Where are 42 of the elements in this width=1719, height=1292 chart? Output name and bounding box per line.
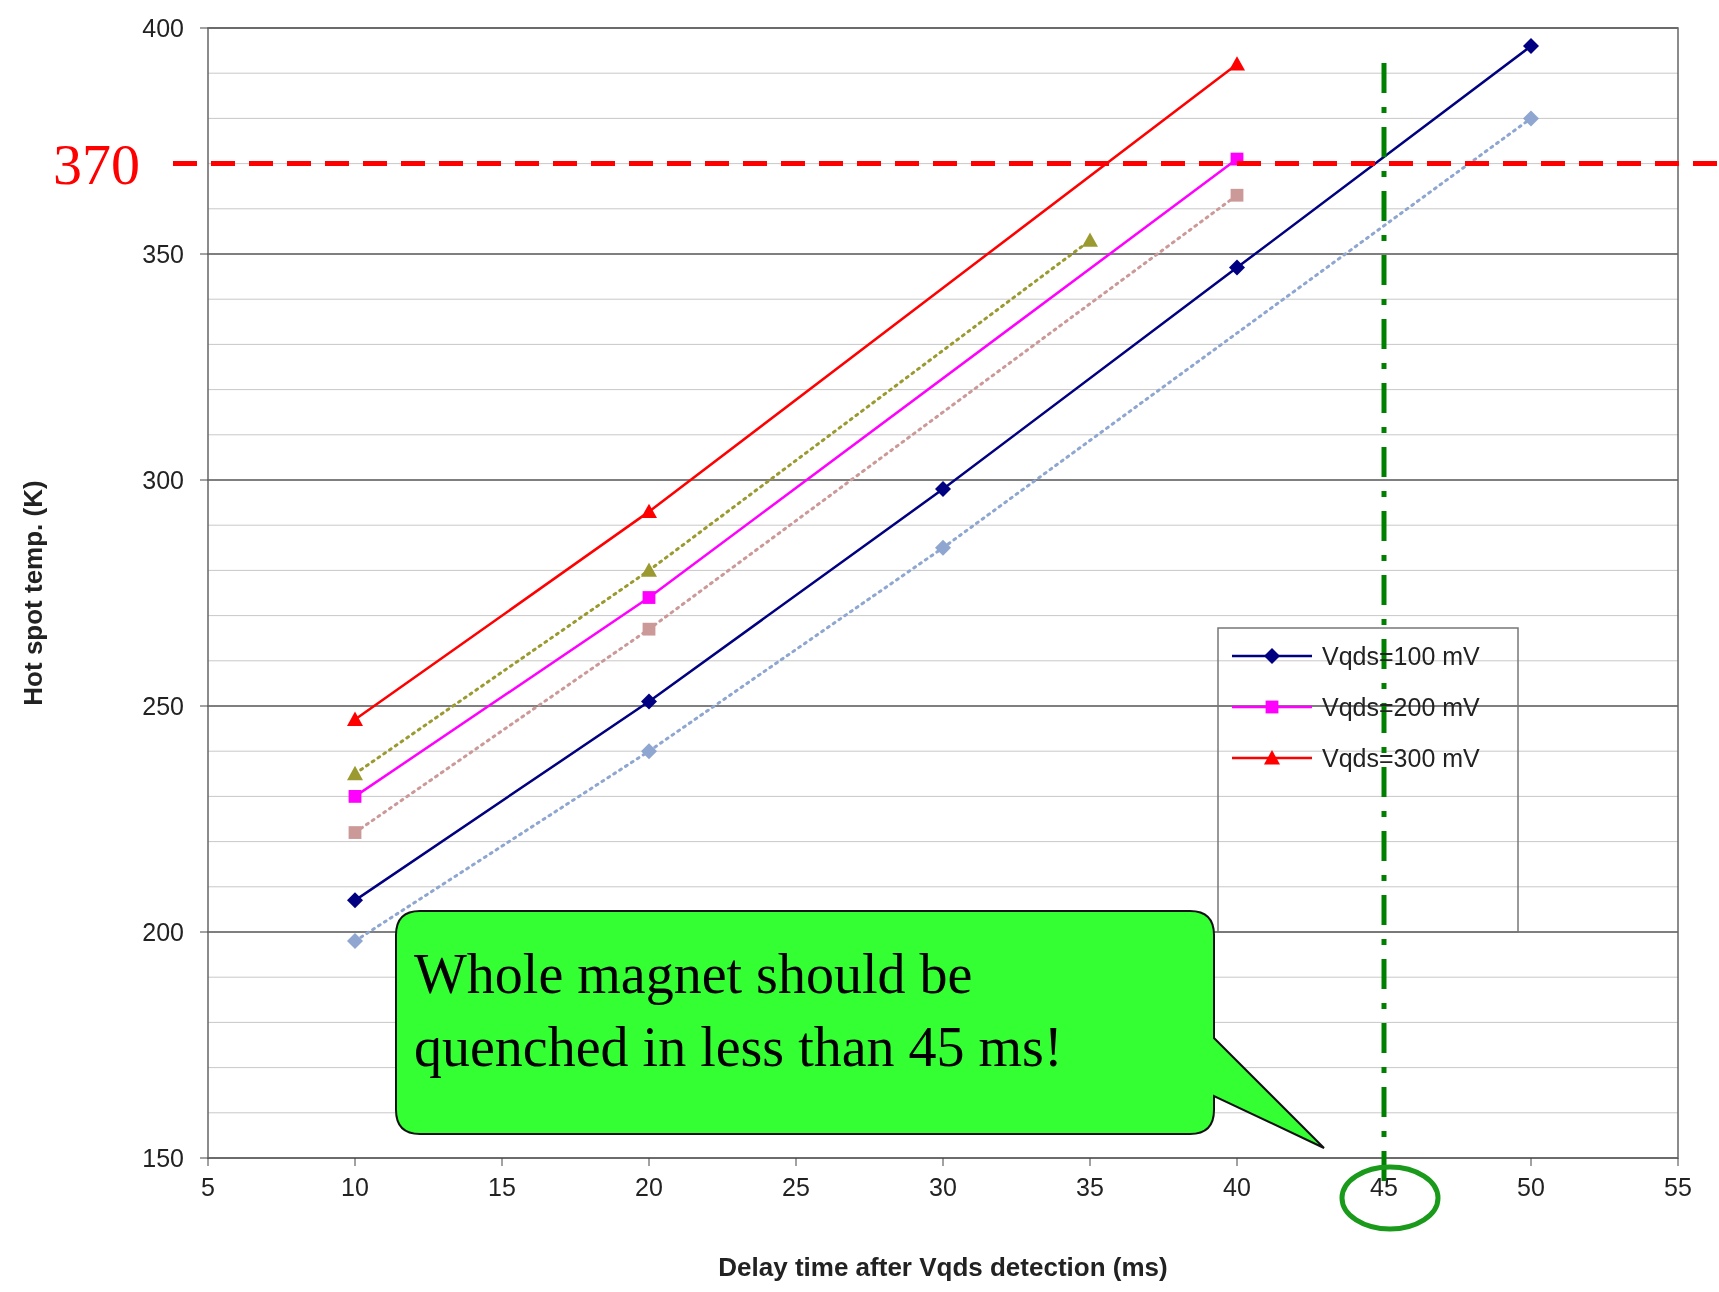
point <box>1230 188 1244 202</box>
x-tick-label: 5 <box>201 1173 215 1201</box>
annotation: Whole magnet should be quenched in less than 45 ms! <box>414 943 1063 1078</box>
x-tick-label: 45 <box>1370 1173 1398 1201</box>
x-tick-label: 25 <box>782 1173 810 1201</box>
x-tick-label: 10 <box>341 1173 369 1201</box>
point <box>642 591 656 604</box>
point <box>348 826 362 839</box>
point <box>348 790 362 803</box>
y-tick-label: 400 <box>142 14 184 42</box>
point <box>1523 38 1539 55</box>
point <box>1523 110 1539 127</box>
y-tick-label: 200 <box>142 918 184 946</box>
x-axis-title: Delay time after Vqds detection (ms) <box>718 1252 1168 1282</box>
x-tick-label: 35 <box>1076 1173 1104 1201</box>
point <box>1229 56 1245 71</box>
point <box>935 481 951 498</box>
y-tick-label: 150 <box>142 1144 184 1172</box>
legend-label: Vqds=300 mV <box>1322 744 1481 772</box>
x-tick-label: 20 <box>635 1173 663 1201</box>
point <box>641 503 657 519</box>
point <box>641 693 657 710</box>
point <box>1082 232 1098 247</box>
point <box>935 539 951 556</box>
y-axis-title: Hot spot temp. (K) <box>18 480 48 706</box>
ref-line-label: 370 <box>53 131 140 197</box>
point <box>347 892 363 909</box>
y-tick-label: 300 <box>142 466 184 494</box>
point <box>642 622 656 636</box>
x-tick-label: 50 <box>1517 1173 1545 1201</box>
y-tick-label: 350 <box>142 240 184 268</box>
point <box>347 765 363 781</box>
point <box>1229 259 1245 276</box>
x-tick-label: 55 <box>1664 1173 1692 1201</box>
point <box>347 933 363 950</box>
x-tick-label: 30 <box>929 1173 957 1201</box>
point <box>641 743 657 760</box>
point <box>641 562 657 577</box>
x-tick-label: 40 <box>1223 1173 1251 1201</box>
x-tick-label: 15 <box>488 1173 516 1201</box>
y-tick-label: 250 <box>142 692 184 720</box>
point <box>347 711 363 726</box>
